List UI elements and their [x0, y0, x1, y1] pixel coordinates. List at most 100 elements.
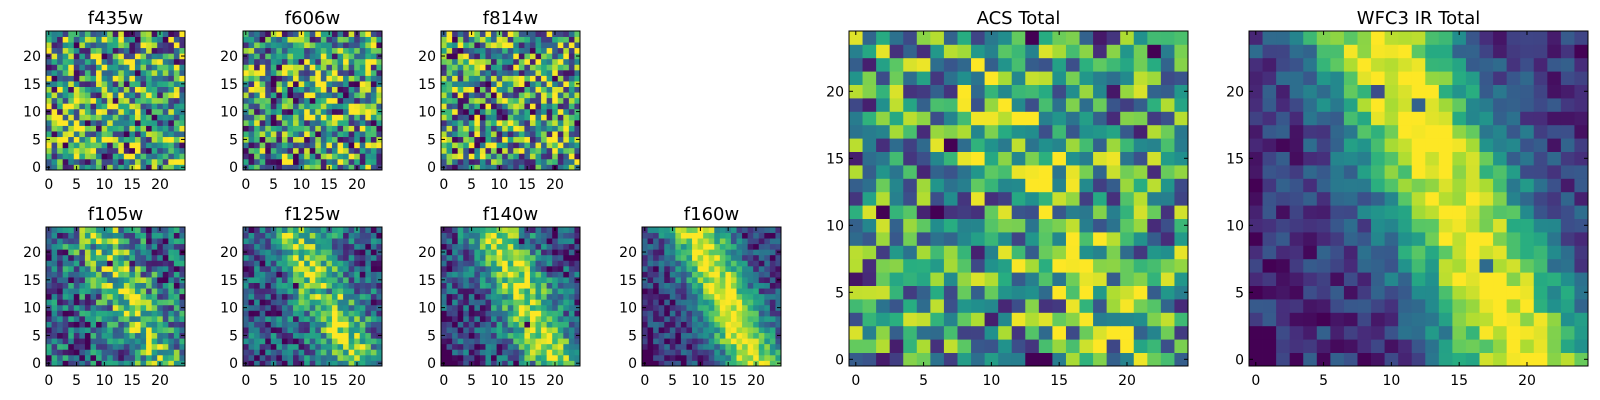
- heatmap-cell: [930, 258, 945, 273]
- heatmap-cell: [529, 238, 536, 245]
- heatmap-cell: [157, 238, 164, 245]
- heatmap-cell: [73, 42, 80, 49]
- heatmap-cell: [563, 97, 570, 104]
- heatmap-cell: [903, 245, 918, 260]
- heatmap-cell: [254, 47, 261, 54]
- heatmap-cell: [463, 142, 470, 149]
- x-tick-label: 15: [320, 373, 338, 389]
- heatmap-cell: [265, 108, 272, 115]
- heatmap-cell: [248, 343, 255, 350]
- heatmap-cell: [359, 108, 366, 115]
- heatmap-cell: [90, 332, 97, 339]
- heatmap-cell: [474, 158, 481, 165]
- heatmap-cell: [270, 265, 277, 272]
- heatmap-cell: [337, 103, 344, 110]
- heatmap-cell: [1133, 312, 1148, 327]
- heatmap-cell: [118, 354, 125, 361]
- heatmap-cell: [563, 142, 570, 149]
- heatmap-cell: [574, 158, 581, 165]
- heatmap-cell: [118, 343, 125, 350]
- heatmap-cell: [758, 277, 765, 283]
- heatmap-cell: [68, 125, 75, 132]
- heatmap-cell: [68, 288, 75, 295]
- heatmap-cell: [254, 119, 261, 126]
- heatmap-cell: [686, 299, 693, 306]
- heatmap-cell: [265, 86, 272, 93]
- heatmap-cell: [248, 254, 255, 261]
- x-tick-label: 20: [546, 373, 564, 389]
- heatmap-cell: [524, 304, 531, 311]
- heatmap-cell: [658, 304, 665, 311]
- heatmap-cell: [320, 81, 327, 87]
- x-tick-label: 15: [123, 177, 141, 193]
- heatmap-cell: [248, 265, 255, 272]
- heatmap-cell: [298, 64, 305, 71]
- heatmap-cell: [140, 265, 147, 272]
- heatmap-cell: [479, 92, 486, 99]
- heatmap-cell: [343, 299, 350, 306]
- heatmap-cell: [524, 53, 531, 60]
- heatmap-cell: [118, 321, 125, 328]
- heatmap-cell: [370, 277, 377, 283]
- heatmap-cell: [112, 164, 119, 171]
- heatmap-cell: [479, 125, 486, 132]
- heatmap-cell: [123, 243, 130, 250]
- heatmap-cell: [293, 238, 299, 245]
- heatmap-cell: [96, 271, 102, 278]
- heatmap-cell: [686, 327, 693, 334]
- heatmap-cell: [254, 53, 261, 60]
- heatmap-cell: [309, 310, 316, 317]
- heatmap-cell: [370, 338, 377, 345]
- y-tick-label: 10: [418, 301, 436, 317]
- heatmap-cell: [441, 97, 447, 104]
- heatmap-cell: [112, 86, 119, 93]
- heatmap-cell: [146, 349, 153, 356]
- heatmap-cell: [84, 304, 91, 311]
- heatmap-cell: [101, 282, 108, 289]
- heatmap-cell: [57, 343, 64, 350]
- heatmap-cell: [758, 343, 765, 350]
- heatmap-cell: [463, 282, 470, 289]
- heatmap-cell: [179, 131, 186, 138]
- heatmap-cell: [764, 260, 771, 267]
- heatmap-cell: [1038, 325, 1053, 340]
- heatmap-cell: [568, 36, 575, 43]
- heatmap-cell: [343, 69, 350, 76]
- heatmap-cell: [903, 191, 918, 206]
- heatmap-cell: [281, 327, 288, 334]
- heatmap-cell: [62, 125, 69, 132]
- heatmap-cell: [647, 354, 654, 361]
- heatmap-cell: [157, 343, 164, 350]
- heatmap-cell: [675, 315, 682, 322]
- heatmap-cell: [669, 254, 676, 261]
- heatmap-cell: [736, 304, 743, 311]
- heatmap-cell: [849, 352, 863, 367]
- heatmap-cell: [736, 277, 743, 283]
- heatmap-cell: [168, 343, 175, 350]
- heatmap-cell: [129, 349, 136, 356]
- heatmap-cell: [747, 338, 754, 345]
- heatmap-cell: [1133, 165, 1148, 179]
- heatmap-cell: [276, 360, 283, 367]
- heatmap-cell: [719, 249, 726, 256]
- heatmap-cell: [563, 53, 570, 60]
- heatmap-cell: [315, 131, 322, 138]
- heatmap-cell: [107, 36, 114, 43]
- heatmap-cell: [485, 119, 492, 126]
- heatmap-cell: [1174, 165, 1189, 179]
- heatmap-cell: [376, 92, 383, 99]
- heatmap-cell: [546, 158, 553, 165]
- y-tick-label: 0: [229, 160, 238, 176]
- heatmap-cell: [112, 47, 119, 54]
- heatmap-cell: [563, 86, 570, 93]
- heatmap-cell: [518, 131, 525, 138]
- heatmap-cell: [529, 349, 536, 356]
- heatmap-cell: [73, 254, 80, 261]
- heatmap-cell: [1011, 165, 1026, 179]
- heatmap-cell: [101, 136, 108, 143]
- heatmap-cell: [68, 64, 75, 71]
- heatmap-cell: [441, 147, 447, 154]
- x-tick-label: 0: [44, 373, 53, 389]
- heatmap-cell: [518, 293, 525, 300]
- heatmap-cell: [524, 158, 531, 165]
